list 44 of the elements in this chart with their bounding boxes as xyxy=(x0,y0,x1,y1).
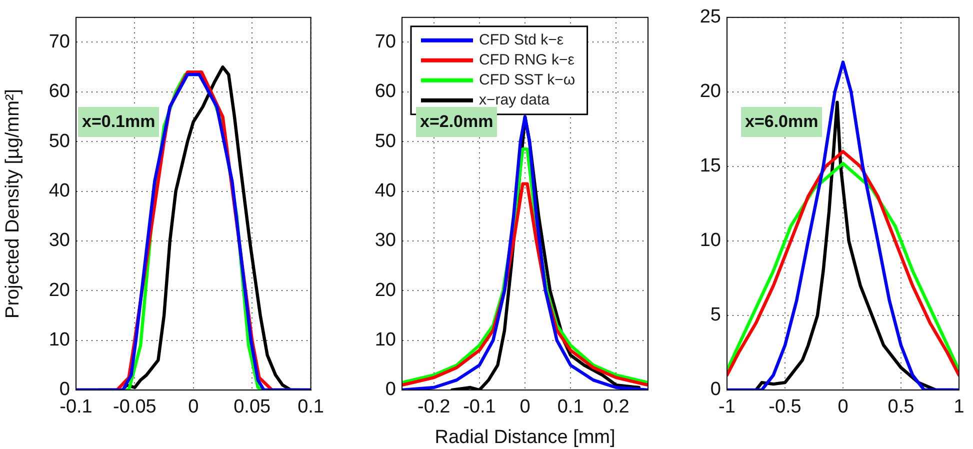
x-tick-label: 0.05 xyxy=(234,396,271,418)
y-tick-label: 0 xyxy=(710,379,721,400)
x-tick-label: 1 xyxy=(954,396,964,418)
y-tick-label: 20 xyxy=(374,280,396,301)
y-tick-label: 60 xyxy=(48,81,70,102)
x-tick-label: 0.2 xyxy=(602,396,630,418)
x-tick-label: -0.5 xyxy=(768,396,802,418)
y-tick-label: 30 xyxy=(374,230,396,252)
annotation: x=2.0mm xyxy=(416,107,498,137)
y-tick-label: 40 xyxy=(48,180,70,202)
x-tick-label: 0 xyxy=(520,396,530,418)
y-tick-label: 25 xyxy=(700,6,721,28)
x-tick-label: -0.1 xyxy=(463,396,496,418)
y-tick-label: 10 xyxy=(48,330,70,351)
y-tick-label: 20 xyxy=(48,280,70,301)
legend-label: CFD SST k−ω xyxy=(479,72,576,89)
annotation: x=0.1mm xyxy=(78,107,160,137)
y-tick-label: 15 xyxy=(700,156,721,177)
x-tick-label: 0.5 xyxy=(888,396,914,418)
y-tick-label: 40 xyxy=(374,180,396,202)
x-tick-label: 0 xyxy=(188,396,199,418)
x-axis-title: Radial Distance [mm] xyxy=(434,426,616,448)
legend-label: CFD RNG k−ε xyxy=(479,52,575,69)
x-tick-label: 0 xyxy=(838,396,848,418)
y-tick-label: 30 xyxy=(48,230,70,252)
y-tick-label: 10 xyxy=(374,330,396,351)
y-tick-label: 5 xyxy=(710,304,721,326)
y-axis-title: Projected Density [µg/mm²] xyxy=(2,88,24,318)
x-tick-label: 0.1 xyxy=(557,396,584,418)
x-tick-label: 0.1 xyxy=(298,396,324,418)
y-tick-label: 60 xyxy=(374,81,396,102)
y-tick-label: 0 xyxy=(385,379,396,400)
y-tick-label: 70 xyxy=(48,31,70,52)
y-tick-label: 20 xyxy=(700,81,721,102)
annotation: x=6.0mm xyxy=(741,107,822,137)
y-tick-label: 70 xyxy=(374,31,396,52)
x-tick-label: -0.2 xyxy=(418,396,450,418)
y-tick-label: 50 xyxy=(374,130,396,152)
y-tick-label: 50 xyxy=(48,130,70,152)
legend-label: x−ray data xyxy=(479,92,550,109)
x-tick-label: -1 xyxy=(718,396,736,418)
x-tick-label: -0.05 xyxy=(113,396,156,418)
legend-label: CFD Std k−ε xyxy=(479,32,564,49)
y-tick-label: 10 xyxy=(700,230,721,252)
